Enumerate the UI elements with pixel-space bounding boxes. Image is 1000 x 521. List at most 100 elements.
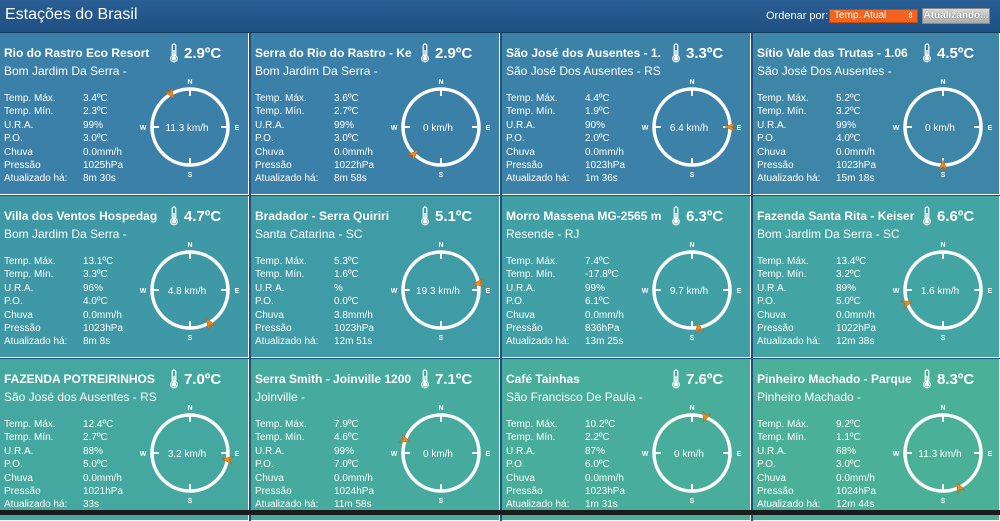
pressure-label: Pressão <box>4 323 41 335</box>
station-card[interactable]: FAZENDA POTREIRINHOS 7.0ºC São José dos … <box>0 359 249 521</box>
compass-s: S <box>439 172 444 179</box>
compass-s: S <box>941 335 946 342</box>
max-label: Temp. Máx. <box>757 419 809 430</box>
po-label: P.O. <box>506 296 525 308</box>
station-temp: 8.3ºC <box>937 371 975 388</box>
compass-n: N <box>940 242 945 249</box>
station-location: Joinville - <box>255 390 306 404</box>
pressure-label: Pressão <box>4 486 41 498</box>
updated-label: Atualizado há: <box>4 336 68 348</box>
station-location: Bom Jardim Da Serra - <box>255 64 378 78</box>
compass-s: S <box>690 335 695 342</box>
sort-select-value: Temp. Atual <box>834 10 887 21</box>
station-card[interactable]: Rio do Rastro Eco Resort 2.9ºC Bom Jardi… <box>0 33 249 195</box>
ura-label: U.R.A. <box>4 282 34 294</box>
wind-speed: 0 km/h <box>673 449 704 460</box>
updated-label: Atualizado há: <box>255 336 319 348</box>
station-card[interactable]: Café Tainhas 7.6ºC São Francisco De Paul… <box>502 359 751 521</box>
min-value: 2.2ºC <box>585 432 610 444</box>
po-value: 3.0ºC <box>83 133 108 145</box>
rain-label: Chuva <box>757 309 786 321</box>
po-value: 5.0ºC <box>83 459 108 471</box>
updated-value: 1m 36s <box>585 173 618 185</box>
ura-value: 90% <box>585 119 606 131</box>
station-name: Serra do Rio do Rastro - Ke <box>255 46 412 60</box>
pressure-value: 1024hPa <box>334 486 375 498</box>
ura-label: U.R.A. <box>255 445 285 457</box>
pressure-label: Pressão <box>4 160 41 172</box>
station-temp: 6.6ºC <box>937 208 975 225</box>
po-value: 5.0ºC <box>836 296 861 308</box>
station-card[interactable]: Serra Smith - Joinville 1200 7.1ºC Joinv… <box>251 359 500 521</box>
thermometer-icon <box>923 369 931 389</box>
wind-speed: 0 km/h <box>422 449 453 460</box>
wind-direction-arrow-icon <box>938 159 948 171</box>
station-temp: 2.9ºC <box>184 45 222 62</box>
wind-speed: 11.3 km/h <box>165 123 209 134</box>
updated-label: Atualizado há: <box>757 499 821 511</box>
station-temp: 7.1ºC <box>435 371 473 388</box>
updated-label: Atualizado há: <box>4 173 68 185</box>
updated-value: 8m 30s <box>83 173 116 185</box>
po-label: P.O. <box>757 296 776 308</box>
station-card[interactable]: Villa dos Ventos Hospedag 4.7ºC Bom Jard… <box>0 196 249 358</box>
station-location: Pinheiro Machado - <box>757 390 862 404</box>
updated-value: 8m 58s <box>334 173 367 185</box>
updated-value: 11m 58s <box>334 499 372 511</box>
station-name: Sítio Vale das Trutas - 1.06 <box>757 46 908 60</box>
pressure-label: Pressão <box>255 160 292 172</box>
min-label: Temp. Mín. <box>757 269 807 281</box>
station-card[interactable]: Bradador - Serra Quiriri 5.1ºC Santa Cat… <box>251 196 500 358</box>
pressure-value: 1022hPa <box>836 323 877 335</box>
compass-n: N <box>689 79 694 86</box>
station-card[interactable]: Pinheiro Machado - Parque 8.3ºC Pinheiro… <box>753 359 1000 521</box>
station-card[interactable]: São José dos Ausentes - 1. 3.3ºC São Jos… <box>502 33 751 195</box>
refresh-button[interactable]: Atualizando... <box>922 8 990 24</box>
compass-e: E <box>486 125 491 132</box>
station-location: São José Dos Ausentes - RS <box>506 64 661 78</box>
compass-n: N <box>187 405 192 412</box>
wind-direction-arrow-icon <box>206 317 216 331</box>
pressure-value: 1023hPa <box>334 323 375 335</box>
wind-compass: N S W E <box>642 79 742 179</box>
rain-value: 0.0mm/h <box>334 472 373 484</box>
station-location: São José dos Ausentes - RS <box>4 390 157 404</box>
wind-speed: 6.4 km/h <box>669 123 709 134</box>
max-label: Temp. Máx. <box>506 93 558 104</box>
rain-label: Chuva <box>757 146 786 158</box>
compass-e: E <box>235 451 240 458</box>
min-label: Temp. Mín. <box>4 106 54 118</box>
po-value: 2.0ºC <box>585 133 610 145</box>
max-label: Temp. Máx. <box>757 256 809 267</box>
station-card[interactable]: Morro Massena MG-2565 m 6.3ºC Resende - … <box>502 196 751 358</box>
updated-label: Atualizado há: <box>255 499 319 511</box>
wind-speed: 11.3 km/h <box>918 449 962 460</box>
rain-value: 0.0mm/h <box>334 146 373 158</box>
po-value: 6.0ºC <box>585 459 610 471</box>
station-card[interactable]: Sítio Vale das Trutas - 1.06 4.5ºC São J… <box>753 33 1000 195</box>
compass-w: W <box>893 288 900 295</box>
sort-select[interactable]: Temp. Atual ⇕ <box>829 9 918 23</box>
thermometer-icon <box>170 369 178 389</box>
pressure-label: Pressão <box>757 160 794 172</box>
compass-s: S <box>941 498 946 505</box>
pressure-value: 836hPa <box>585 323 620 335</box>
ura-label: U.R.A. <box>255 119 285 131</box>
min-value: -17.8ºC <box>585 269 619 281</box>
station-card[interactable]: Serra do Rio do Rastro - Ke 2.9ºC Bom Ja… <box>251 33 500 195</box>
min-value: 3.3ºC <box>83 269 108 281</box>
max-value: 12.4ºC <box>83 419 114 430</box>
compass-n: N <box>438 405 443 412</box>
compass-e: E <box>988 288 993 295</box>
pressure-value: 1024hPa <box>836 486 877 498</box>
po-label: P.O. <box>255 459 274 471</box>
station-stats: Temp. Máx. 10.2ºC Temp. Mín. 2.2ºC U.R.A. 8… <box>506 418 625 512</box>
min-label: Temp. Mín. <box>506 432 556 444</box>
station-name: Serra Smith - Joinville 1200 <box>255 372 412 386</box>
station-stats: Temp. Máx. 3.6ºC Temp. Mín. 2.7ºC U.R.A. 99… <box>255 92 374 186</box>
po-value: 3.0ºC <box>334 133 359 145</box>
station-card[interactable]: Fazenda Santa Rita - Keiser 6.6ºC Bom Ja… <box>753 196 1000 358</box>
compass-w: W <box>391 125 398 132</box>
station-stats: Temp. Máx. 3.4ºC Temp. Mín. 2.3ºC U.R.A. 99… <box>4 92 123 186</box>
updated-value: 8m 8s <box>83 336 111 348</box>
